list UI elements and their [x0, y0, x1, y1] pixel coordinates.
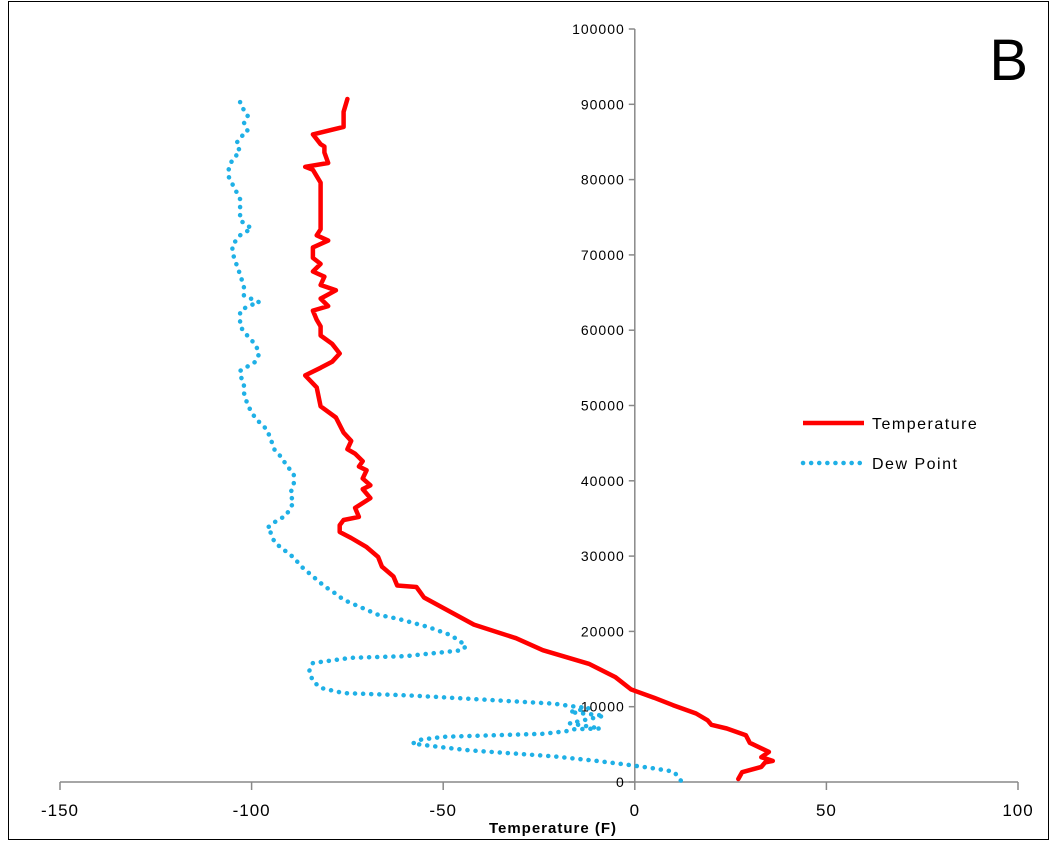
y-tick-label: 30000	[581, 548, 625, 564]
x-tick-label: 50	[816, 801, 837, 820]
y-tick-label: 80000	[581, 172, 625, 188]
x-tick-label: 0	[630, 801, 640, 820]
axes-layer: -150 -100 -50 0 50 100 0 10000 20000 30000 40000 50…	[41, 21, 1033, 820]
y-tick-label: 90000	[581, 96, 625, 112]
legend: Temperature Dew Point	[800, 416, 978, 473]
y-tick-label: 20000	[581, 623, 625, 639]
y-tick-label: 40000	[581, 473, 625, 489]
x-tick-label: -50	[429, 801, 457, 820]
y-tick-label: 60000	[581, 322, 625, 338]
x-tick-label: -150	[41, 801, 79, 820]
x-tick-label: 100	[1002, 801, 1033, 820]
series-line-dew-point	[226, 97, 684, 783]
x-axis-title: Temperature (F)	[489, 820, 617, 837]
y-tick-label: 70000	[581, 247, 625, 263]
panel-label: B	[989, 28, 1028, 93]
series-line-temperature	[302, 96, 776, 782]
x-tick-label: -100	[233, 801, 271, 820]
y-tick-label: 0	[616, 774, 625, 790]
y-tick-label: 10000	[581, 699, 625, 715]
y-tick-label: 100000	[572, 21, 625, 37]
series-layer	[226, 96, 776, 783]
legend-label: Dew Point	[872, 456, 958, 473]
chart-frame	[8, 1, 1049, 840]
legend-label: Temperature	[872, 416, 978, 433]
y-tick-label: 50000	[581, 398, 625, 414]
